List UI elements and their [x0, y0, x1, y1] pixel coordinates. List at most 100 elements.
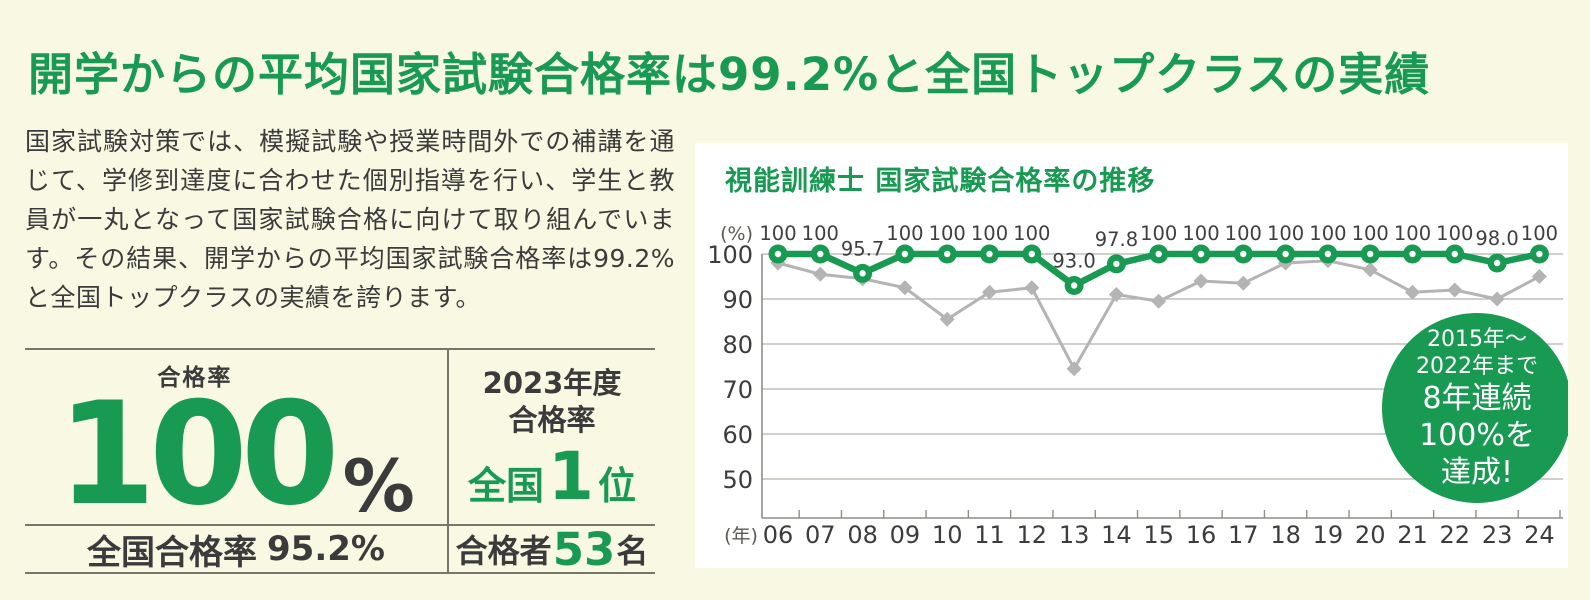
x-tick-label: 06 [763, 521, 794, 549]
x-tick-label: 14 [1101, 521, 1132, 549]
green-series-marker-center [1070, 282, 1078, 289]
stats-border-middle [25, 524, 655, 526]
point-label: 98.0 [1475, 227, 1518, 250]
point-label: 100 [1013, 222, 1050, 245]
gray-series-marker [1405, 284, 1420, 300]
green-series-marker-center [1282, 250, 1289, 258]
x-tick-label: 20 [1355, 521, 1386, 549]
point-label: 100 [929, 222, 966, 245]
point-label: 100 [1267, 222, 1304, 245]
x-tick-label: 22 [1440, 521, 1471, 549]
x-tick-label: 15 [1143, 521, 1174, 549]
gray-series-marker [897, 280, 913, 296]
gray-series-marker [812, 266, 828, 282]
point-label: 100 [802, 222, 839, 245]
point-label: 97.8 [1095, 228, 1138, 251]
point-label: 100 [1140, 222, 1177, 245]
pass-rate-unit: % [342, 444, 415, 529]
passers-cell: 合格者 53 名 [449, 526, 655, 572]
green-series-marker-center [944, 250, 951, 258]
green-series-marker-center [817, 250, 824, 258]
green-series-marker-center [774, 250, 782, 258]
green-series-marker-center [1451, 250, 1458, 258]
x-tick-label: 07 [805, 521, 836, 549]
pass-rate-label: 合格率 [157, 364, 233, 391]
passers-suffix: 名 [616, 532, 649, 570]
chart-panel: 視能訓練士 国家試験合格率の推移 50 60 70 80 90 100 (%) 06 07 08 0… [695, 143, 1568, 568]
gray-series-marker [1531, 269, 1547, 284]
green-series-marker-center [1028, 250, 1035, 258]
stats-table: 合格率 100 % 2023年度 合格率 全国 1 位 全国合格率 95.2% … [25, 348, 655, 574]
point-label: 95.7 [841, 237, 884, 260]
gray-series-marker [1024, 280, 1040, 296]
stats-border-bottom [25, 572, 655, 574]
badge-line-2: 2022年まで [1416, 353, 1538, 379]
point-label: 100 [1521, 222, 1558, 245]
x-axis-unit: (年) [724, 525, 758, 547]
badge-line-5: 達成! [1440, 454, 1514, 490]
green-series-marker-center [1155, 250, 1162, 258]
achievement-badge: 2015年〜 2022年まで 8年連続 100%を 達成! [1382, 313, 1568, 503]
point-label: 100 [1394, 222, 1431, 245]
national-rank: 全国 1 位 [468, 437, 636, 515]
x-tick-label: 21 [1397, 521, 1428, 549]
national-rate-cell: 全国合格率 95.2% [25, 526, 447, 573]
x-tick-label: 16 [1186, 521, 1217, 549]
gray-series-marker [939, 311, 955, 327]
national-rate-label: 全国合格率 [87, 532, 258, 573]
intro-paragraph: 国家試験対策では、模擬試験や授業時間外での補講を通じて、学修到達度に合わせた個別… [25, 127, 675, 312]
x-tick-label: 19 [1313, 521, 1344, 549]
point-label: 100 [1182, 222, 1219, 245]
green-series-marker-center [1240, 250, 1247, 258]
y-tick-label: 100 [707, 241, 753, 269]
x-tick-label: 18 [1270, 521, 1301, 549]
green-series-marker-center [1493, 259, 1501, 267]
national-rate-value: 95.2% [267, 529, 385, 569]
y-tick-label: 50 [722, 466, 753, 494]
point-label: 93.0 [1052, 250, 1095, 273]
x-tick-label: 11 [974, 521, 1005, 549]
x-tick-label: 10 [932, 521, 963, 549]
badge-line-1: 2015年〜 [1427, 326, 1527, 352]
gray-series-marker [1151, 293, 1167, 309]
passers-number: 53 [552, 523, 616, 576]
y-tick-label: 70 [722, 376, 753, 404]
rank-number: 1 [548, 437, 594, 515]
x-tick-label: 12 [1017, 521, 1048, 549]
point-label: 100 [1309, 222, 1346, 245]
gray-series-marker [1235, 275, 1251, 291]
page-title: 開学からの平均国家試験合格率は99.2%と全国トップクラスの実績 [28, 48, 1431, 101]
fy2023-label-line1: 2023年度 [482, 365, 622, 400]
gray-series-marker [1108, 287, 1124, 302]
gray-series-marker [1362, 262, 1378, 278]
gray-series-marker [1489, 291, 1505, 307]
green-series-marker-center [986, 250, 993, 258]
green-series-marker-center [1197, 250, 1205, 258]
point-label: 100 [971, 222, 1008, 245]
pass-rate-value: 100 [57, 371, 339, 537]
green-series-marker-center [1324, 250, 1332, 258]
rank-prefix: 全国 [468, 463, 545, 508]
point-label: 100 [759, 222, 796, 245]
point-label: 100 [886, 222, 923, 245]
x-tick-label: 24 [1524, 521, 1555, 549]
y-tick-label: 80 [722, 331, 753, 359]
stats-border-top [25, 348, 655, 350]
gray-series-marker [982, 284, 997, 300]
x-tick-label: 17 [1228, 521, 1259, 549]
badge-line-3: 8年連続 [1422, 380, 1532, 416]
fy2023-rank-cell: 2023年度 合格率 全国 1 位 [449, 350, 655, 524]
point-label: 100 [1436, 222, 1473, 245]
passers-prefix: 合格者 [455, 532, 552, 570]
x-tick-label: 09 [890, 521, 921, 549]
gray-series-marker [1447, 282, 1463, 298]
x-tick-label: 13 [1059, 521, 1090, 549]
green-series-marker-center [901, 250, 909, 258]
point-label: 100 [1352, 222, 1389, 245]
x-tick-label: 08 [847, 521, 878, 549]
gray-series-marker [1193, 273, 1209, 289]
green-series-marker-center [1113, 260, 1120, 268]
green-series-marker-center [1367, 250, 1374, 258]
stats-divider-vertical [447, 348, 449, 574]
